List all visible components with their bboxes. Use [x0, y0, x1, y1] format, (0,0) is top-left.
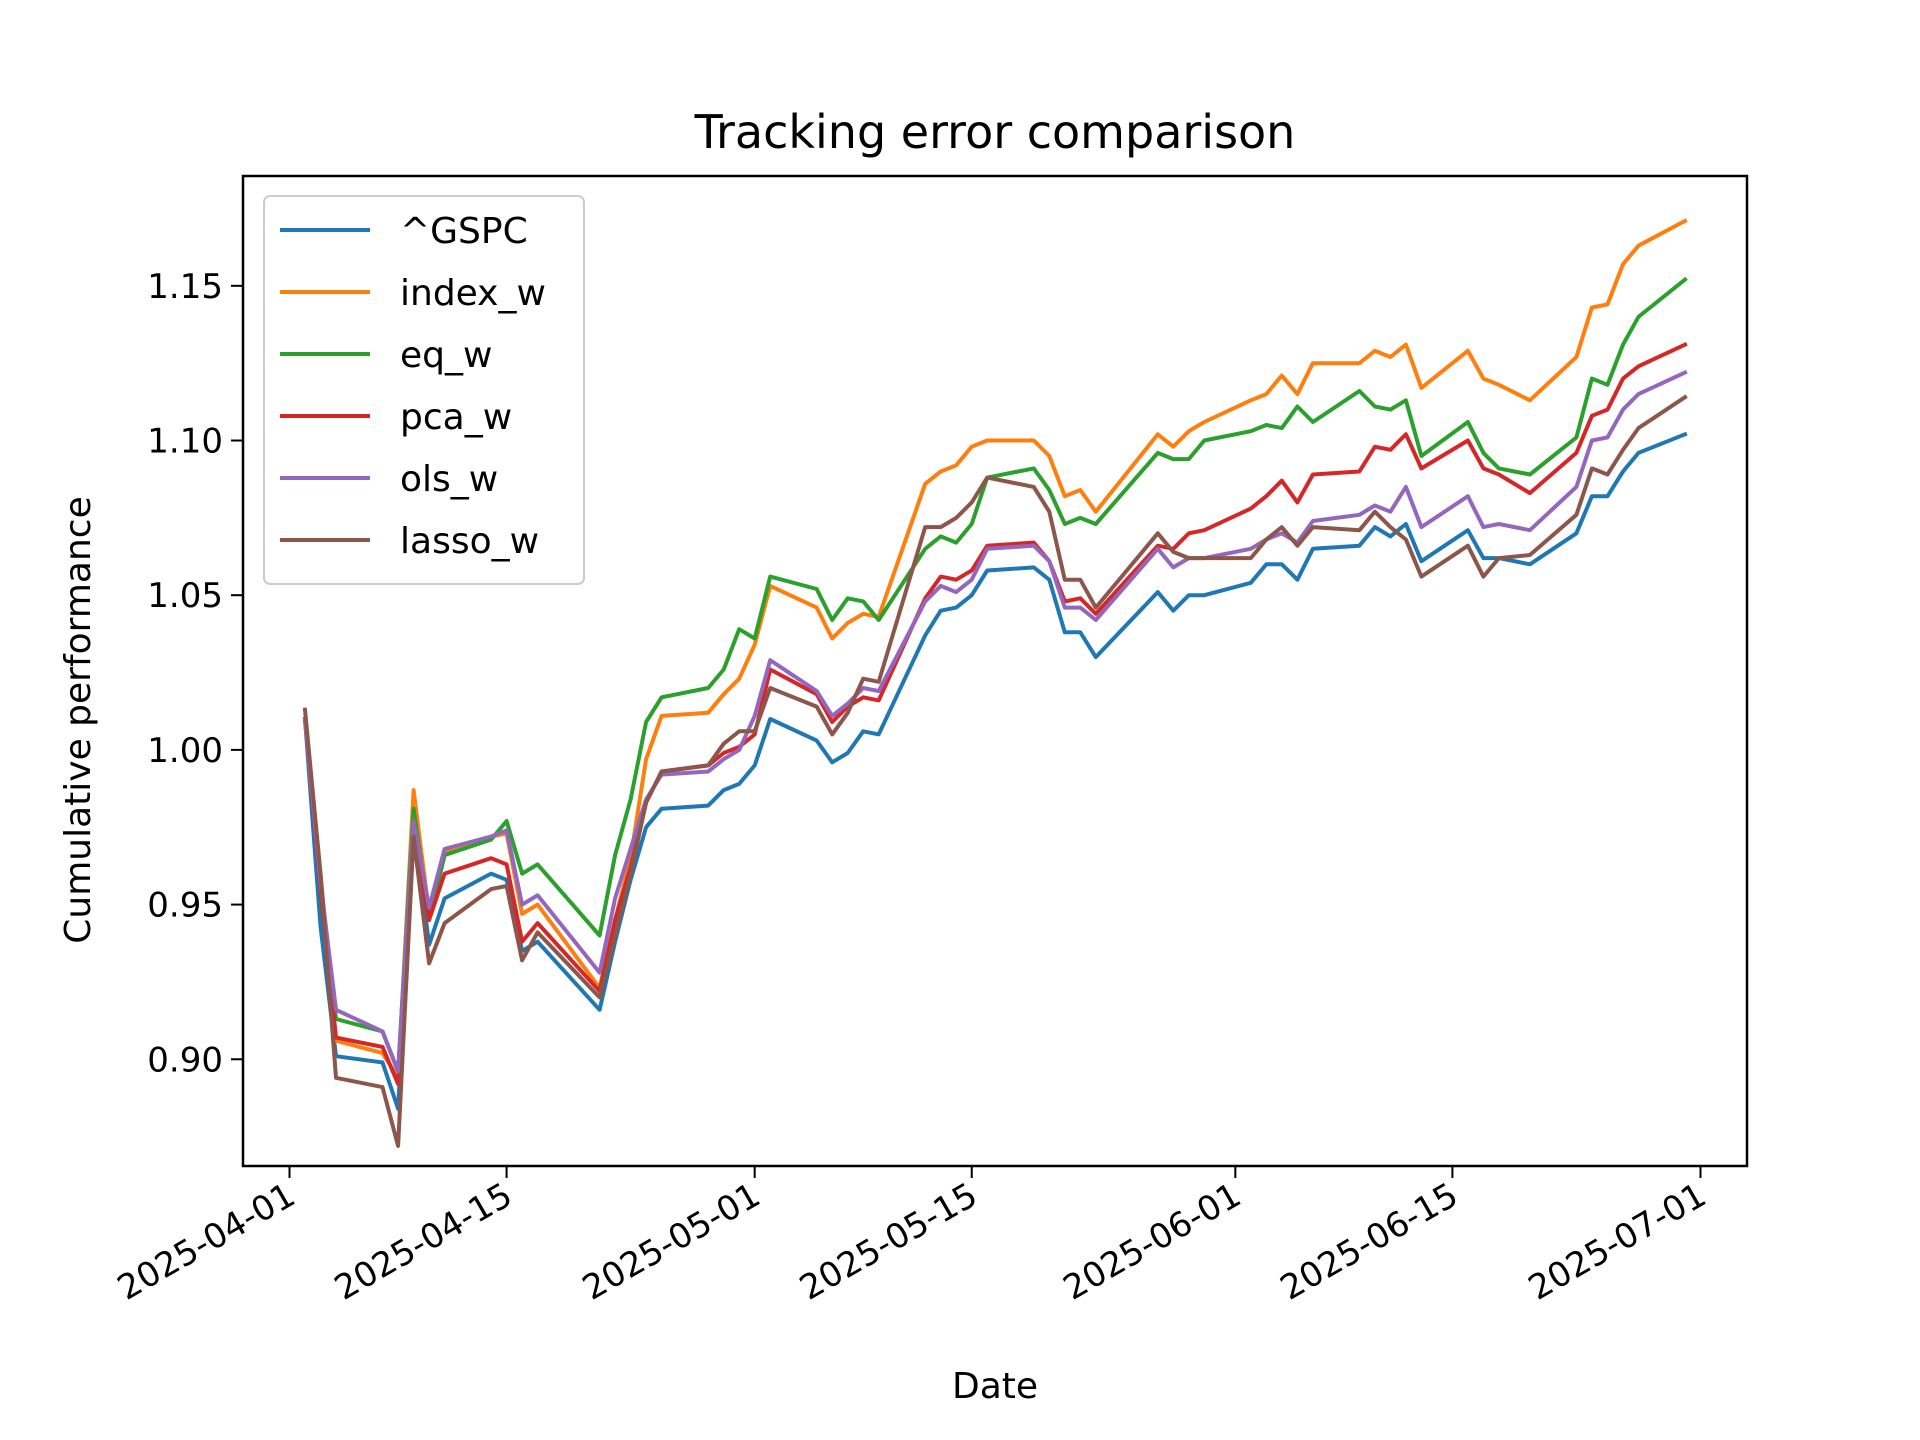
- y-tick-label: 1.10: [147, 422, 223, 462]
- plot-area-frame: [241, 174, 1749, 1168]
- legend-label: lasso_w: [400, 521, 539, 562]
- series-line-indexw: [302, 218, 1688, 1080]
- legend-label: pca_w: [400, 397, 512, 438]
- legend-label: eq_w: [400, 335, 492, 376]
- y-tick-label: 1.15: [147, 267, 223, 307]
- y-tick-label: 0.90: [147, 1040, 223, 1080]
- y-axis: 0.90 0.95 1.00 1.05 1.10 1.15: [147, 267, 243, 1080]
- x-axis-label: Date: [952, 1366, 1038, 1407]
- series-line-olsw: [302, 369, 1688, 1074]
- series-line-pcaw: [302, 341, 1688, 1086]
- y-tick-label: 1.00: [147, 731, 223, 771]
- legend-label: index_w: [400, 273, 546, 314]
- y-axis-label: Cumulative performance: [58, 496, 99, 943]
- y-tick-label: 0.95: [147, 886, 223, 926]
- series-line-lassow: [302, 394, 1688, 1148]
- legend-label: ols_w: [400, 459, 498, 500]
- series-layer: [302, 218, 1688, 1148]
- chart-title: Tracking error comparison: [694, 105, 1296, 159]
- y-tick-label: 1.05: [147, 576, 223, 616]
- series-line-eqw: [302, 276, 1688, 1074]
- legend: ^GSPC index_w eq_w pca_w ols_w lasso_w: [263, 195, 585, 585]
- legend-label: ^GSPC: [400, 211, 528, 252]
